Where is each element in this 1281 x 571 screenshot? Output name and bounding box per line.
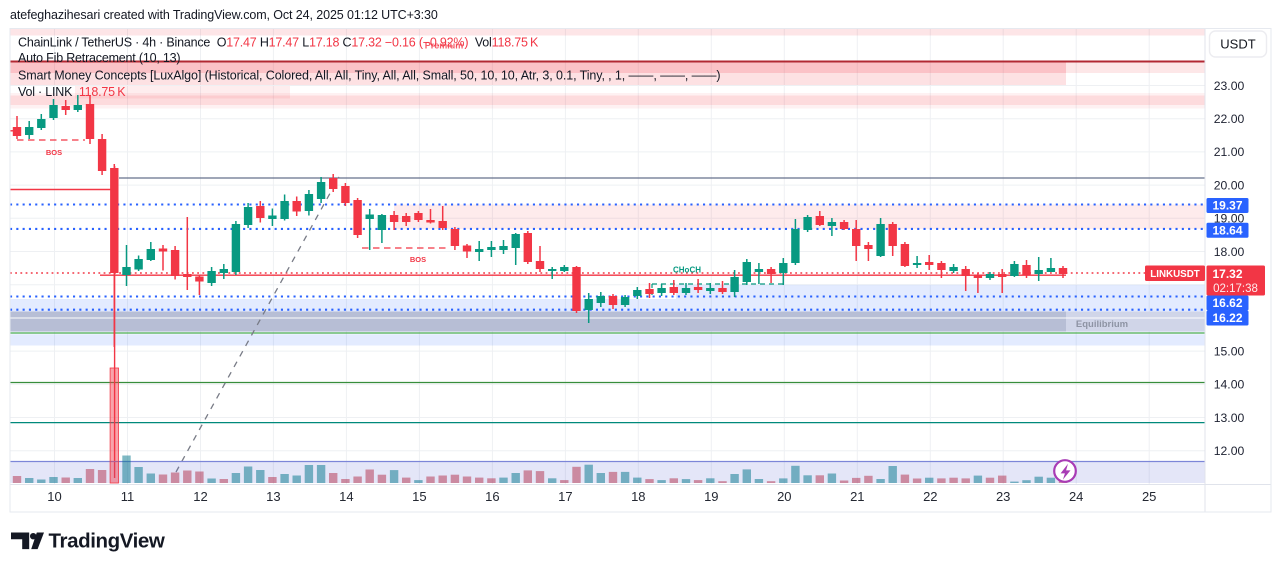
svg-text:12.00: 12.00	[1214, 444, 1245, 458]
svg-text:19.37: 19.37	[1212, 199, 1242, 213]
svg-text:21: 21	[850, 489, 864, 504]
svg-text:23: 23	[996, 489, 1010, 504]
svg-text:15.00: 15.00	[1214, 344, 1245, 358]
svg-text:TradingView: TradingView	[49, 530, 165, 553]
svg-text:12: 12	[193, 489, 207, 504]
svg-text:20.00: 20.00	[1214, 178, 1245, 192]
svg-text:Vol · LINK 118.75 K: Vol · LINK 118.75 K	[18, 85, 126, 99]
svg-text:BOS: BOS	[410, 255, 426, 264]
svg-text:Auto Fib Retracement (10, 13): Auto Fib Retracement (10, 13)	[18, 51, 180, 65]
svg-text:Premium: Premium	[425, 41, 464, 51]
svg-text:17: 17	[558, 489, 572, 504]
svg-text:18.64: 18.64	[1212, 224, 1242, 238]
svg-text:13.00: 13.00	[1214, 411, 1245, 425]
svg-text:20: 20	[777, 489, 791, 504]
svg-text:CHoCH: CHoCH	[673, 266, 701, 275]
svg-text:16: 16	[485, 489, 499, 504]
svg-text:15: 15	[412, 489, 426, 504]
svg-text:USDT: USDT	[1220, 37, 1255, 52]
svg-text:22: 22	[923, 489, 937, 504]
svg-text:10: 10	[47, 489, 61, 504]
svg-text:16.22: 16.22	[1212, 311, 1242, 325]
svg-text:BOS: BOS	[46, 148, 62, 157]
svg-text:LINKUSDT: LINKUSDT	[1150, 269, 1200, 280]
svg-text:Smart Money Concepts [LuxAlgo]: Smart Money Concepts [LuxAlgo] (Historic…	[18, 69, 721, 83]
svg-text:18: 18	[631, 489, 645, 504]
svg-text:ChainLink / TetherUS · 4h · Bi: ChainLink / TetherUS · 4h · Binance O17.…	[18, 36, 539, 50]
svg-text:13: 13	[266, 489, 280, 504]
svg-text:17.32: 17.32	[1212, 267, 1242, 281]
svg-text:19.00: 19.00	[1214, 212, 1245, 226]
svg-text:25: 25	[1142, 489, 1156, 504]
svg-text:22.00: 22.00	[1214, 112, 1245, 126]
svg-text:02:17:38: 02:17:38	[1213, 283, 1258, 295]
svg-text:18.00: 18.00	[1214, 245, 1245, 259]
svg-text:14.00: 14.00	[1214, 378, 1245, 392]
svg-text:14: 14	[339, 489, 353, 504]
svg-text:23.00: 23.00	[1214, 79, 1245, 93]
svg-text:24: 24	[1069, 489, 1083, 504]
svg-text:19: 19	[704, 489, 718, 504]
svg-text:Equilibrium: Equilibrium	[1076, 319, 1128, 330]
svg-text:atefeghazihesari created with: atefeghazihesari created with TradingVie…	[10, 8, 438, 22]
svg-text:16.62: 16.62	[1212, 296, 1242, 310]
svg-text:21.00: 21.00	[1214, 145, 1245, 159]
svg-text:11: 11	[121, 489, 135, 504]
